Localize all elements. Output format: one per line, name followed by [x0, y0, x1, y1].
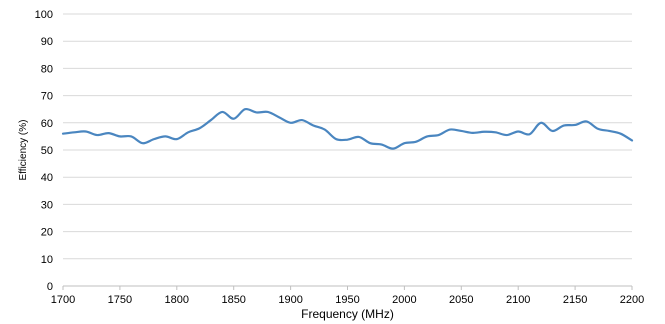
x-tick-label: 1750 [108, 294, 132, 306]
data-point [392, 148, 394, 150]
data-point [164, 135, 166, 137]
data-point [312, 125, 314, 127]
y-tick-label: 70 [41, 91, 53, 103]
x-tick-label: 1950 [335, 294, 359, 306]
data-point [85, 131, 87, 133]
data-point [176, 138, 178, 140]
x-tick-label: 1850 [221, 294, 245, 306]
data-point [142, 142, 144, 144]
y-tick-label: 30 [41, 199, 53, 211]
y-tick-label: 0 [47, 281, 53, 293]
data-point [551, 130, 553, 132]
data-point [73, 131, 75, 133]
data-point [267, 111, 269, 113]
data-point [62, 133, 64, 135]
data-point [130, 135, 132, 137]
data-point [335, 138, 337, 140]
data-point [608, 130, 610, 132]
y-axis-title: Efficiency (%) [18, 120, 29, 181]
series-layer [61, 107, 634, 150]
y-tick-label: 80 [41, 63, 53, 75]
data-point [517, 131, 519, 133]
x-tick-label: 2000 [392, 294, 416, 306]
data-point [381, 144, 383, 146]
x-tick-label: 2050 [449, 294, 473, 306]
y-tick-label: 50 [41, 145, 53, 157]
series-line-0 [61, 107, 634, 150]
data-point [415, 141, 417, 143]
data-point [187, 131, 189, 133]
data-point [631, 139, 633, 141]
x-tick-label: 1800 [165, 294, 189, 306]
data-point [108, 132, 110, 134]
data-point [210, 119, 212, 121]
data-point [472, 132, 474, 134]
data-point [563, 125, 565, 127]
tick-labels: 0 10 20 30 40 50 60 70 80 90 100 1700 1750 1800 1850 19… [35, 9, 645, 306]
data-point [438, 134, 440, 136]
data-point [369, 142, 371, 144]
data-point [620, 133, 622, 135]
y-tick-label: 10 [41, 254, 53, 266]
y-tick-label: 40 [41, 172, 53, 184]
data-point [278, 116, 280, 118]
gridlines [63, 13, 632, 260]
x-tick-label: 2100 [506, 294, 530, 306]
data-point [449, 129, 451, 131]
x-tick-label: 2150 [563, 294, 587, 306]
data-point [358, 136, 360, 138]
data-point [494, 131, 496, 133]
data-point [483, 131, 485, 133]
data-point [506, 134, 508, 136]
data-point [199, 127, 201, 129]
data-point [574, 124, 576, 126]
data-point [119, 135, 121, 137]
x-tick-label: 1700 [51, 294, 75, 306]
data-point [529, 133, 531, 135]
data-point [301, 119, 303, 121]
data-point [597, 128, 599, 130]
data-point [540, 122, 542, 124]
data-point [96, 134, 98, 136]
data-point [403, 142, 405, 144]
data-point [221, 111, 223, 113]
data-point [585, 120, 587, 122]
data-point [426, 135, 428, 137]
data-point [460, 130, 462, 132]
data-point [324, 129, 326, 131]
x-axis-title: Frequency (MHz) [301, 307, 394, 321]
x-tick-label: 1900 [278, 294, 302, 306]
x-tick-label: 2200 [620, 294, 644, 306]
data-point [153, 138, 155, 140]
y-tick-label: 100 [35, 9, 53, 21]
y-tick-label: 20 [41, 227, 53, 239]
y-tick-label: 60 [41, 118, 53, 130]
data-point [255, 111, 257, 113]
y-tick-label: 90 [41, 36, 53, 48]
data-point [244, 108, 246, 110]
data-point [347, 139, 349, 141]
data-point [233, 118, 235, 120]
data-point [290, 122, 292, 124]
